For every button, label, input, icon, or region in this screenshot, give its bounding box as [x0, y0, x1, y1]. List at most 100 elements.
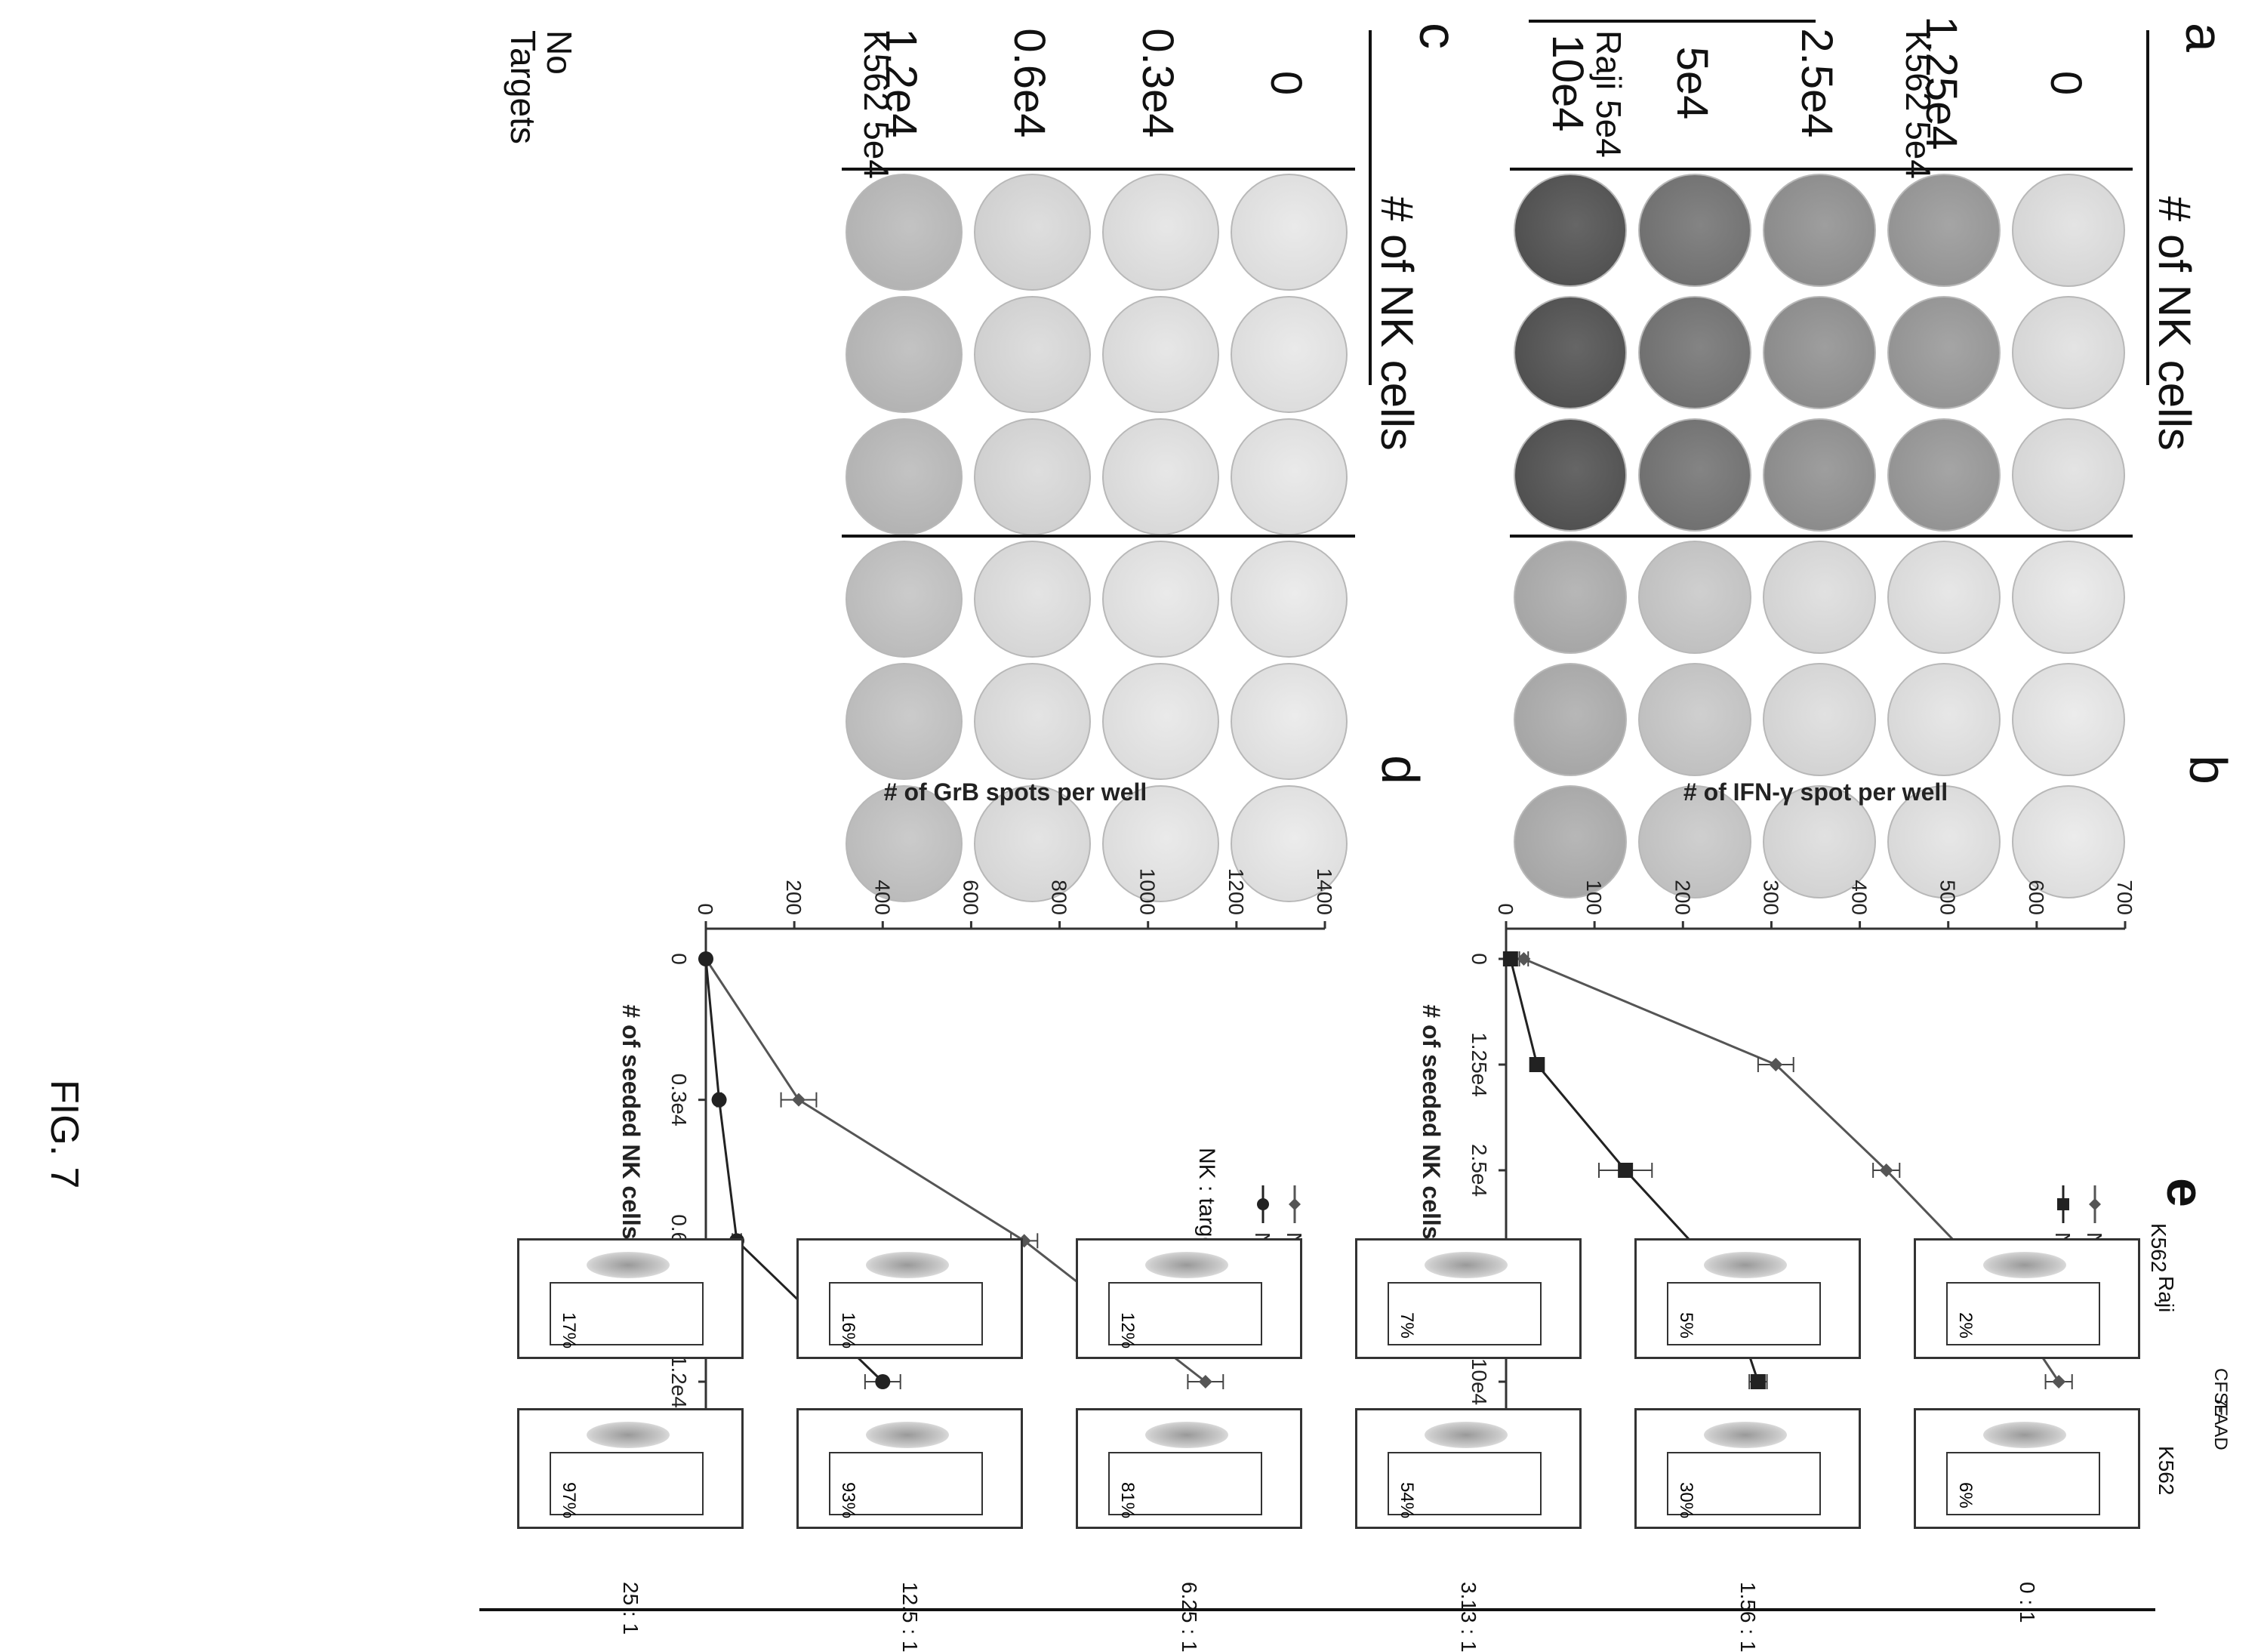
x-tick-label: 1.2e4: [667, 1355, 691, 1408]
flow-plot: 12%: [1076, 1238, 1302, 1359]
data-point: [2052, 1375, 2066, 1388]
data-point: [1517, 952, 1531, 966]
gate-percent: 30%: [1676, 1482, 1696, 1519]
elispot-well: [1763, 296, 1876, 409]
flow-plot: 54%: [1355, 1408, 1582, 1529]
elispot-well: [1231, 541, 1348, 658]
elispot-well: [1887, 418, 2001, 532]
y-tick-label: 300: [1759, 880, 1782, 915]
flow-plot: 16%: [796, 1238, 1023, 1359]
cell-population: [1145, 1422, 1228, 1448]
y-tick-label: 1200: [1224, 868, 1248, 915]
data-point: [1750, 1374, 1766, 1389]
elispot-well: [2012, 174, 2125, 287]
flow-plot: 30%: [1634, 1408, 1861, 1529]
gate-percent: 12%: [1117, 1312, 1138, 1349]
elispot-well: [1638, 541, 1751, 654]
gate-percent: 93%: [838, 1482, 858, 1519]
panel-c-header-rule: [1369, 30, 1372, 385]
panel-a-header: # of NK cells: [2149, 196, 2200, 451]
legend-marker: [1289, 1198, 1301, 1210]
data-point: [1529, 1057, 1545, 1072]
cell-population: [866, 1252, 949, 1278]
panel-a-column-label: 5e4: [1668, 46, 1717, 120]
flow-plot: 97%: [517, 1408, 744, 1529]
y-tick-label: 100: [1582, 880, 1606, 915]
gate-percent: 17%: [559, 1312, 579, 1349]
panel-c-column-label: 1.2e4: [876, 28, 926, 138]
panel-c-header: # of NK cells: [1372, 196, 1422, 451]
panel-a-column-label: 10e4: [1543, 34, 1592, 132]
gate-percent: 7%: [1397, 1312, 1417, 1339]
panel-a-row-rule: [1510, 535, 2133, 538]
elispot-well: [846, 541, 963, 658]
panel-e-ratio-rule: [479, 1608, 2155, 1611]
cell-population: [1425, 1252, 1508, 1278]
y-tick-label: 700: [2113, 880, 2136, 915]
elispot-well: [2012, 541, 2125, 654]
x-tick-label: 10e4: [1468, 1358, 1491, 1405]
elispot-well: [1514, 296, 1627, 409]
y-tick-label: 600: [2025, 880, 2048, 915]
cell-population: [1425, 1422, 1508, 1448]
flow-plot: 2%: [1914, 1238, 2140, 1359]
panel-e-row-label: K562: [2155, 1446, 2178, 1496]
gate-percent: 6%: [1955, 1482, 1976, 1509]
legend-marker: [2057, 1198, 2069, 1210]
elispot-well: [1231, 418, 1348, 535]
data-point: [1618, 1163, 1634, 1178]
panel-c-row-rule: [842, 168, 1355, 171]
cell-population: [1983, 1422, 2066, 1448]
elispot-well: [974, 541, 1091, 658]
flow-plot: 6%: [1914, 1408, 2140, 1529]
elispot-well: [1102, 541, 1219, 658]
x-tick-label: 0: [1468, 953, 1491, 965]
gate-percent: 16%: [838, 1312, 858, 1349]
gate-percent: 54%: [1397, 1482, 1417, 1519]
y-axis-label: # of IFN-γ spot per well: [1683, 778, 1948, 806]
elispot-well: [1514, 418, 1627, 532]
panel-a-header-rule: [2146, 30, 2149, 385]
flow-plot: 93%: [796, 1408, 1023, 1529]
y-tick-label: 400: [1848, 880, 1871, 915]
elispot-well: [1763, 174, 1876, 287]
panel-e-letter: e: [2156, 1178, 2215, 1207]
cell-population: [1145, 1252, 1228, 1278]
ratio-label: 12.5 : 1: [898, 1582, 922, 1652]
elispot-well: [1102, 296, 1219, 413]
elispot-well: [1102, 174, 1219, 291]
flow-plot: 81%: [1076, 1408, 1302, 1529]
elispot-well: [1638, 296, 1751, 409]
elispot-well: [1887, 541, 2001, 654]
gate-percent: 5%: [1676, 1312, 1696, 1339]
cell-population: [587, 1252, 670, 1278]
elispot-well: [846, 174, 963, 291]
elispot-well: [2012, 418, 2125, 532]
elispot-well: [1231, 296, 1348, 413]
ratio-label: 3.13 : 1: [1457, 1582, 1480, 1652]
panel-c-column-label: 0: [1261, 70, 1311, 96]
elispot-well: [1763, 418, 1876, 532]
figure-label: FIG. 7: [42, 1080, 86, 1189]
x-tick-label: 1.25e4: [1468, 1032, 1491, 1097]
y-axis-label: # of GrB spots per well: [884, 778, 1147, 806]
panel-e-y-axis-label: 7-AAD: [2210, 1397, 2231, 1450]
elispot-well: [1514, 174, 1627, 287]
panel-d-letter: d: [1371, 755, 1430, 784]
cell-population: [587, 1422, 670, 1448]
gate-percent: 2%: [1955, 1312, 1976, 1339]
panel-a-column-label: 1.25e4: [1917, 16, 1966, 150]
cell-population: [1704, 1422, 1787, 1448]
data-point: [711, 1092, 727, 1108]
flow-plot: 17%: [517, 1238, 744, 1359]
elispot-well: [974, 174, 1091, 291]
panel-c-column-label: 0.3e4: [1133, 28, 1183, 138]
panel-c-row-rule: [842, 535, 1355, 538]
data-point: [1502, 951, 1518, 966]
elispot-well: [1887, 174, 2001, 287]
elispot-well: [1231, 174, 1348, 291]
x-tick-label: 2.5e4: [1468, 1144, 1491, 1197]
panel-a-column-label: 2.5e4: [1792, 28, 1841, 138]
y-tick-label: 0: [1494, 903, 1517, 915]
panel-a-row-rule: [1510, 168, 2133, 171]
